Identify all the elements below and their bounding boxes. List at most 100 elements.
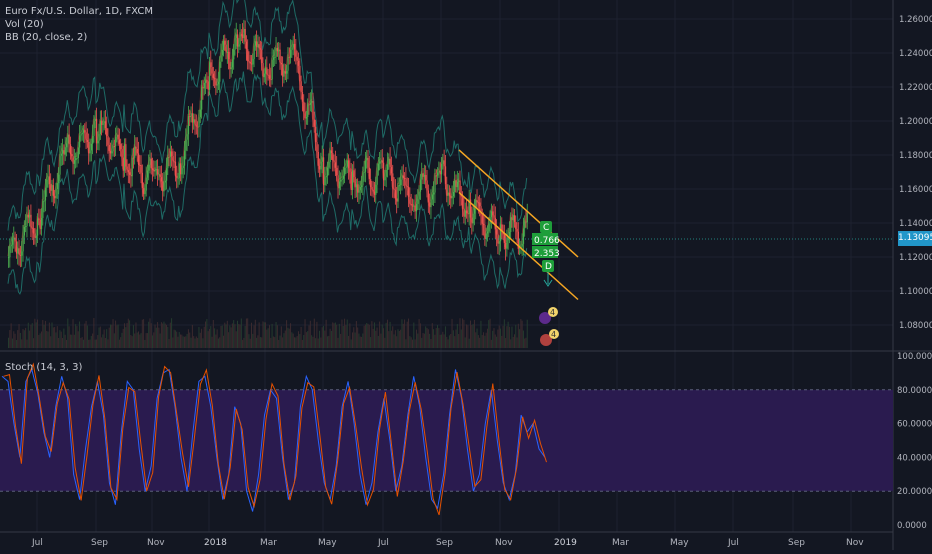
volume-bar bbox=[329, 328, 331, 348]
candle-body bbox=[439, 170, 441, 175]
candle-body bbox=[441, 163, 443, 175]
volume-bar bbox=[72, 319, 74, 348]
time-axis-tick: 2018 bbox=[204, 538, 227, 548]
candle-body bbox=[373, 191, 376, 195]
time-axis-tick: Nov bbox=[846, 538, 864, 548]
candle-body bbox=[348, 160, 350, 169]
event-count-badge[interactable] bbox=[548, 307, 558, 317]
candle-body bbox=[245, 41, 248, 50]
volume-bar bbox=[321, 327, 323, 348]
event-flag-icon[interactable] bbox=[540, 334, 552, 346]
candle-body bbox=[376, 170, 378, 185]
volume-bar bbox=[202, 338, 204, 348]
volume-bar bbox=[130, 334, 132, 348]
candle-body bbox=[30, 214, 32, 228]
candle-body bbox=[110, 151, 112, 154]
wave-d-badge[interactable] bbox=[542, 260, 554, 272]
volume-bar bbox=[515, 324, 517, 348]
trend-channel-line[interactable] bbox=[458, 149, 579, 258]
volume-bar bbox=[301, 339, 303, 348]
volume-bar bbox=[470, 320, 471, 348]
candle-body bbox=[157, 169, 159, 175]
candle-body bbox=[486, 231, 489, 234]
volume-bar bbox=[21, 339, 23, 348]
volume-bar bbox=[189, 332, 191, 348]
candle-body bbox=[278, 49, 280, 52]
volume-bar bbox=[160, 322, 162, 348]
candle-body bbox=[182, 165, 184, 169]
volume-bar bbox=[417, 333, 419, 348]
candle-body bbox=[242, 34, 244, 39]
candle-body bbox=[341, 178, 343, 181]
stoch-d-line bbox=[3, 362, 547, 516]
volume-bar bbox=[328, 335, 330, 348]
volume-bar bbox=[439, 334, 441, 348]
candle-body bbox=[361, 185, 363, 188]
candle-body bbox=[312, 101, 314, 120]
candle-body bbox=[427, 190, 430, 203]
symbol-title[interactable]: Euro Fx/U.S. Dollar, 1D, FXCM bbox=[5, 6, 153, 17]
candle-body bbox=[155, 169, 158, 171]
candle-body bbox=[355, 184, 358, 188]
volume-bar bbox=[371, 321, 373, 348]
volume-bar bbox=[55, 332, 57, 348]
volume-bar bbox=[86, 325, 88, 348]
event-flag-icon[interactable] bbox=[539, 312, 551, 324]
candle-body bbox=[352, 170, 354, 191]
candle-body bbox=[412, 205, 414, 207]
volume-bar bbox=[50, 336, 52, 348]
candle-body bbox=[126, 166, 128, 171]
volume-bar bbox=[443, 334, 445, 348]
volume-bar bbox=[511, 326, 513, 348]
candle-body bbox=[431, 194, 433, 200]
volume-bar bbox=[174, 330, 176, 348]
volume-bar bbox=[253, 325, 255, 348]
wave-d-label: D bbox=[545, 262, 552, 272]
volume-bar bbox=[309, 320, 311, 348]
candle-body bbox=[423, 174, 426, 177]
volume-bar bbox=[254, 319, 256, 348]
candle-body bbox=[38, 218, 40, 220]
candle-body bbox=[257, 44, 259, 48]
candle-body bbox=[438, 170, 440, 173]
volume-bar bbox=[234, 324, 236, 348]
candle-body bbox=[364, 160, 367, 172]
candle-body bbox=[496, 229, 498, 235]
candle-body bbox=[421, 173, 423, 180]
volume-bar bbox=[437, 325, 439, 348]
price-axis-tick: 1.14000 bbox=[899, 219, 932, 229]
candle-body bbox=[476, 200, 478, 203]
candle-body bbox=[190, 113, 192, 117]
wave-c-badge[interactable] bbox=[540, 221, 552, 233]
volume-bar bbox=[186, 333, 188, 348]
candle-body bbox=[409, 196, 411, 205]
event-count-badge[interactable] bbox=[549, 329, 559, 339]
volume-bar bbox=[426, 328, 428, 348]
volume-bar bbox=[516, 337, 518, 348]
candle-body bbox=[354, 177, 356, 188]
candle-body bbox=[31, 227, 33, 229]
volume-bar bbox=[251, 322, 252, 348]
candle-body bbox=[33, 228, 35, 234]
stoch-label[interactable]: Stoch (14, 3, 3) bbox=[5, 362, 83, 373]
volume-bar bbox=[43, 324, 45, 348]
volume-bar bbox=[191, 324, 193, 348]
candle-body bbox=[120, 143, 122, 150]
candle-body bbox=[127, 170, 130, 173]
candle-body bbox=[202, 87, 204, 89]
volume-bar bbox=[438, 328, 440, 348]
time-axis-tick: Nov bbox=[147, 538, 165, 548]
trend-channel-line[interactable] bbox=[458, 191, 579, 301]
candle-body bbox=[21, 251, 23, 256]
volume-bar bbox=[473, 319, 475, 348]
bollinger-label[interactable]: BB (20, close, 2) bbox=[5, 32, 88, 43]
volume-bar bbox=[463, 319, 465, 348]
volume-label[interactable]: Vol (20) bbox=[5, 19, 44, 30]
volume-bar bbox=[144, 339, 146, 348]
volume-bar bbox=[409, 336, 411, 348]
candle-body bbox=[315, 126, 317, 143]
volume-bar bbox=[462, 318, 464, 348]
volume-bar bbox=[279, 335, 281, 348]
